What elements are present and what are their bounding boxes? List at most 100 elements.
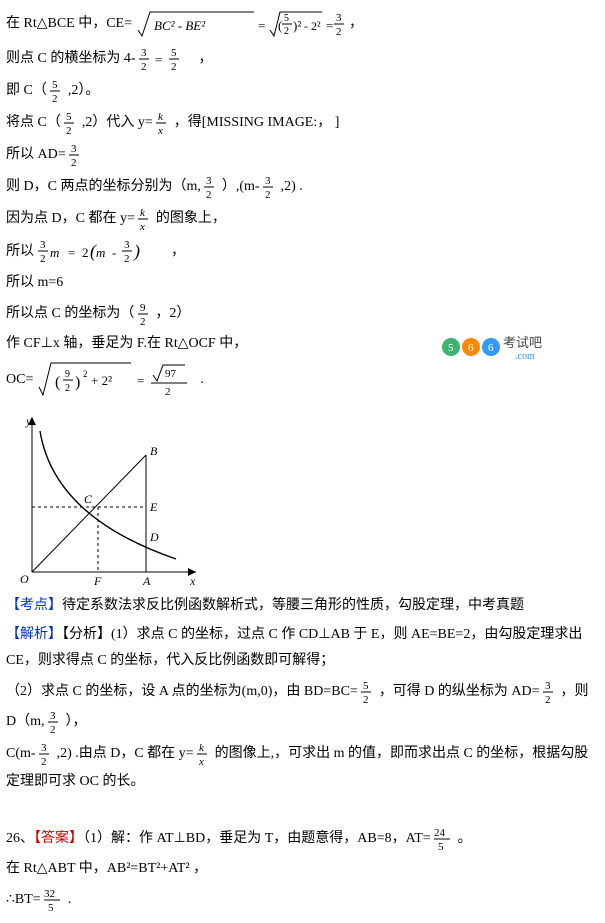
jiexi-line-3: C(m- 32 ,2) .由点 D，C 都在 y= kx 的图像上,，可求出 m… <box>6 739 599 796</box>
svg-text:.com: .com <box>515 351 535 362</box>
text: 在 Rt△ABT 中，AB²=BT²+AT² ， <box>6 861 207 876</box>
svg-text:-: - <box>112 245 116 260</box>
svg-text:3: 3 <box>141 47 147 59</box>
svg-text:2: 2 <box>40 253 46 265</box>
svg-text:3: 3 <box>206 175 212 187</box>
point-a-label: A <box>142 574 151 587</box>
text: 26、 <box>6 831 34 846</box>
svg-text:): ) <box>133 241 140 262</box>
text: ， <box>349 16 363 31</box>
text: ,2）。 <box>68 83 100 98</box>
jiexi-line-2: （2）求点 C 的坐标，设 A 点的坐标为(m,0)，由 BD=BC= 52 ，… <box>6 677 599 737</box>
text: （2）求点 C 的坐标，设 A 点的坐标为(m,0)，由 BD=BC= <box>6 684 358 699</box>
coordinate-graph: y x O F A B C D E <box>6 407 206 587</box>
q26-line: 26、【答案】（1）解：作 AT⊥BD，垂足为 T，由题意得，AB=8，AT= … <box>6 824 599 854</box>
step-line: OC= ( 92 ) 2 + 2² = 97 2 . 5 6 6 考试吧 .co… <box>6 359 599 401</box>
formula-3-2c: 32 <box>263 172 277 202</box>
text: （1）解：作 AT⊥BD，垂足为 T，由题意得，AB=8，AT= <box>83 831 431 846</box>
svg-text:=: = <box>68 245 75 260</box>
point-e-label: E <box>149 500 158 514</box>
svg-text:=: = <box>258 18 265 33</box>
text: ，得[MISSING IMAGE:， ] <box>174 115 340 130</box>
svg-text:2: 2 <box>71 157 77 169</box>
text: OC= <box>6 372 33 387</box>
axis-y-label: y <box>25 414 32 428</box>
formula-k-x3: kx <box>197 739 211 769</box>
text: ,2) .由点 D，C 都在 y= <box>57 746 194 761</box>
svg-text:2: 2 <box>206 189 212 201</box>
svg-text:5: 5 <box>284 13 289 24</box>
svg-text:m: m <box>50 245 59 260</box>
svg-text:2: 2 <box>545 694 551 706</box>
svg-text:3: 3 <box>545 680 551 692</box>
svg-text:2: 2 <box>140 316 146 328</box>
svg-text:BC² - BE²: BC² - BE² <box>154 18 206 33</box>
text: 。 <box>458 831 472 846</box>
point-d-label: D <box>149 530 159 544</box>
kaodian-line: 【考点】待定系数法求反比例函数解析式，等腰三角形的性质，勾股定理，中考真题 <box>6 593 599 620</box>
formula-k-x2: kx <box>138 204 152 234</box>
svg-text:3: 3 <box>41 742 47 754</box>
text: ）,(m- <box>222 179 260 194</box>
text: ，可得 D 的纵坐标为 AD= <box>379 684 540 699</box>
formula-eq-5-2: 32 = 52 <box>139 44 195 74</box>
jiexi-line: 【解析】【分析】(1）求点 C 的坐标，过点 C 作 CD⊥AB 于 E，则 A… <box>6 622 599 675</box>
svg-text:3: 3 <box>40 239 46 251</box>
svg-text:考试吧: 考试吧 <box>503 335 542 350</box>
text: 作 CF⊥x 轴，垂足为 F.在 Rt△OCF 中， <box>6 336 247 351</box>
point-b-label: B <box>150 444 158 458</box>
svg-text:k: k <box>140 207 146 219</box>
formula-5-2c: 52 <box>361 677 375 707</box>
svg-text:2: 2 <box>265 189 271 201</box>
svg-text:5: 5 <box>171 47 177 59</box>
text: ,2) . <box>281 179 303 194</box>
svg-text:(: ( <box>278 18 282 33</box>
text: 则点 C 的横坐标为 4- <box>6 51 136 66</box>
step-line: 所以 m=6 <box>6 270 599 297</box>
kaodian-tag: 【考点】 <box>6 598 62 613</box>
svg-text:2: 2 <box>284 26 289 37</box>
text: . <box>68 892 72 907</box>
step-line: 在 Rt△ABT 中，AB²=BT²+AT² ， <box>6 856 599 883</box>
svg-text:6: 6 <box>488 342 494 354</box>
text: 则 D，C 两点的坐标分别为（m, <box>6 179 201 194</box>
text: 所以 m=6 <box>6 275 63 290</box>
origin-label: O <box>20 572 29 586</box>
svg-text:(: ( <box>55 374 60 391</box>
text: 【分析】(1）求点 C 的坐标，过点 C 作 CD⊥AB 于 E，则 AE=BE… <box>6 627 582 669</box>
formula-5-2b: 52 <box>64 108 78 138</box>
text: 因为点 D，C 都在 y= <box>6 211 135 226</box>
svg-text:3: 3 <box>265 175 271 187</box>
formula-9-2: 92 <box>138 299 152 329</box>
text: ,2）代入 y= <box>82 115 153 130</box>
svg-text:x: x <box>157 125 163 137</box>
formula-3-2e: 32 <box>48 707 62 737</box>
svg-text:k: k <box>199 742 205 754</box>
step-line: 在 Rt△BCE 中，CE= BC² - BE² = 5 2 ( )² - 2²… <box>6 6 599 42</box>
svg-text:2: 2 <box>83 369 88 379</box>
svg-text:5: 5 <box>66 111 72 123</box>
formula-3-2: 32 <box>69 140 83 170</box>
formula-24-5: 245 <box>434 824 454 854</box>
svg-text:x: x <box>198 756 204 768</box>
axis-x-label: x <box>189 574 196 587</box>
svg-text:- 2²: - 2² <box>304 19 321 33</box>
text: ）， <box>66 714 87 729</box>
formula-k-x: kx <box>156 108 170 138</box>
svg-text:=: = <box>326 18 333 33</box>
step-line: 所以点 C 的坐标为（ 92 ，2） <box>6 299 599 329</box>
svg-text:5: 5 <box>52 79 58 91</box>
step-line: 所以 AD= 32 <box>6 140 599 170</box>
svg-text:x: x <box>139 221 145 233</box>
svg-text:5: 5 <box>363 680 369 692</box>
svg-text:2: 2 <box>363 694 369 706</box>
formula-3-2b: 32 <box>204 172 218 202</box>
svg-text:2: 2 <box>165 386 171 398</box>
svg-text:k: k <box>158 111 164 123</box>
svg-text:2: 2 <box>52 93 58 105</box>
svg-text:97: 97 <box>165 368 177 380</box>
text: ，2） <box>155 306 190 321</box>
svg-text:5: 5 <box>448 342 454 354</box>
text: 的图象上， <box>156 211 226 226</box>
text: 待定系数法求反比例函数解析式，等腰三角形的性质，勾股定理，中考真题 <box>62 598 524 613</box>
